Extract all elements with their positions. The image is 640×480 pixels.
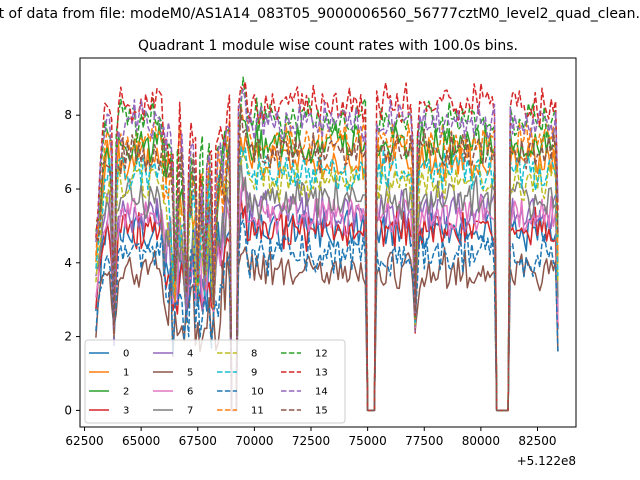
legend-label-14: 14 (315, 387, 328, 398)
legend-label-6: 6 (187, 387, 193, 398)
x-tick-label: 65000 (122, 434, 160, 448)
x-tick-label: 67500 (179, 434, 217, 448)
x-offset-label: +5.122e8 (517, 454, 576, 468)
x-tick-label: 62500 (65, 434, 103, 448)
figure-suptitle: Plot of data from file: modeM0/AS1A14_08… (0, 6, 640, 22)
legend-label-11: 11 (251, 406, 264, 417)
series-line-7 (95, 155, 559, 412)
legend-frame (84, 339, 346, 424)
series-line-14 (95, 88, 559, 412)
y-tick-label: 0 (64, 403, 72, 417)
legend-label-2: 2 (123, 387, 129, 398)
x-axis: 62500 65000 67500 70000 72500 75000 77500 80000… (65, 427, 557, 448)
series-line-6 (95, 176, 559, 412)
legend-label-8: 8 (251, 349, 257, 360)
legend-label-9: 9 (251, 368, 257, 379)
legend-label-13: 13 (315, 368, 328, 379)
y-tick-label: 4 (64, 256, 72, 270)
series-line-8 (95, 151, 559, 412)
plot-frame (79, 57, 577, 428)
legend-label-12: 12 (315, 349, 328, 360)
legend-label-3: 3 (123, 406, 129, 417)
chart-title: Quadrant 1 module wise count rates with … (138, 38, 518, 54)
series-line-3 (95, 193, 559, 412)
legend-label-5: 5 (187, 368, 193, 379)
x-tick-label: 75000 (349, 434, 387, 448)
x-tick-label: 77500 (405, 434, 443, 448)
legend-label-7: 7 (187, 406, 193, 417)
x-tick-label: 70000 (235, 434, 273, 448)
series-line-0 (95, 205, 559, 412)
legend-label-15: 15 (315, 406, 328, 417)
legend-label-1: 1 (123, 368, 129, 379)
y-tick-label: 6 (64, 182, 72, 196)
series-line-15 (95, 106, 559, 412)
legend-label-10: 10 (251, 387, 264, 398)
legend-label-0: 0 (123, 349, 129, 360)
series-line-9 (95, 146, 559, 412)
y-tick-label: 2 (64, 330, 72, 344)
y-tick-label: 8 (64, 108, 72, 122)
y-axis: 0 2 4 6 8 (64, 108, 80, 417)
x-tick-label: 82500 (518, 434, 556, 448)
x-tick-label: 72500 (292, 434, 330, 448)
legend-label-4: 4 (187, 349, 193, 360)
x-tick-label: 80000 (462, 434, 500, 448)
